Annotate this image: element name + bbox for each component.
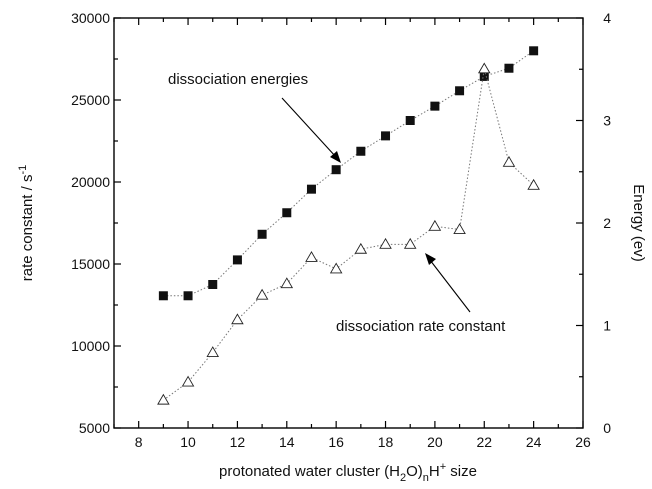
energy-point <box>232 255 242 265</box>
x-tick-label: 20 <box>427 434 443 450</box>
x-tick-label: 16 <box>328 434 344 450</box>
y-right-tick-label: 3 <box>603 113 611 129</box>
y-right-axis-title: Energy (ev) <box>630 184 647 262</box>
series-line-1 <box>163 68 534 401</box>
rate-constant-point <box>354 242 368 254</box>
y-right-tick-label: 1 <box>603 318 611 334</box>
rate-constant-point <box>305 251 318 262</box>
rate-constant-point <box>329 262 343 274</box>
rate-constant-point <box>527 178 540 190</box>
x-tick-label: 10 <box>180 434 196 450</box>
x-tick-label: 8 <box>135 434 143 450</box>
energy-point <box>356 146 366 156</box>
rate-constant-point <box>231 313 244 325</box>
energy-point <box>455 86 465 96</box>
rate-constant-point <box>379 237 392 249</box>
rate-constant-point <box>280 277 294 289</box>
x-tick-label: 26 <box>575 434 591 450</box>
y-right-tick-label: 2 <box>603 215 611 231</box>
energy-point <box>504 63 514 73</box>
rate-constant-point <box>206 346 220 358</box>
series-line-0 <box>163 50 534 297</box>
rate-constant-point <box>181 375 195 387</box>
energy-point <box>381 131 391 141</box>
axis-ticks <box>113 17 584 429</box>
annotation-arrow-energies <box>281 97 337 158</box>
energy-point <box>405 116 415 125</box>
y-right-tick-label: 4 <box>603 10 611 26</box>
y-left-tick-label: 15000 <box>71 256 110 272</box>
annotation-dissociation-rate-constant: dissociation rate constant <box>336 318 506 335</box>
x-tick-label: 24 <box>526 434 542 450</box>
energy-point <box>183 291 193 301</box>
rate-constant-point <box>157 393 170 405</box>
y-left-tick-label: 5000 <box>79 420 110 436</box>
y-left-axis-title: rate constant / s-1 <box>17 165 36 282</box>
energy-point <box>306 184 316 194</box>
energy-point <box>257 229 267 239</box>
x-tick-label: 12 <box>230 434 246 450</box>
annotation-dissociation-energies: dissociation energies <box>168 71 308 88</box>
energy-point <box>430 101 440 111</box>
y-left-tick-label: 20000 <box>71 174 110 190</box>
y-left-tick-label: 25000 <box>71 92 110 108</box>
y-right-tick-label: 0 <box>603 420 611 436</box>
annotation-arrow-rate-head <box>425 253 436 265</box>
y-left-tick-label: 30000 <box>71 10 110 26</box>
energy-point <box>282 208 292 218</box>
rate-constant-point <box>255 288 269 300</box>
rate-constant-point <box>477 62 491 74</box>
rate-constant-point <box>502 155 516 167</box>
series-group <box>157 46 540 405</box>
annotation-arrow-rate <box>429 259 471 313</box>
energy-point <box>158 291 168 301</box>
y-left-tick-label: 10000 <box>71 338 110 354</box>
tick-labels: 8 10 12 14 16 18 20 22 24 26500010000150002000025… <box>71 10 611 450</box>
annotation-arrow-energies-head <box>330 151 341 163</box>
rate-constant-point <box>403 237 417 249</box>
rate-constant-point <box>428 219 442 231</box>
x-tick-label: 18 <box>378 434 394 450</box>
energy-point <box>331 165 341 175</box>
x-tick-label: 14 <box>279 434 295 450</box>
rate-constant-point <box>453 223 466 235</box>
energy-point <box>529 46 539 56</box>
x-tick-label: 22 <box>476 434 492 450</box>
energy-point <box>208 280 218 289</box>
energy-point <box>479 71 489 81</box>
x-axis-title: protonated water cluster (H2O)nH+ size <box>219 461 477 484</box>
